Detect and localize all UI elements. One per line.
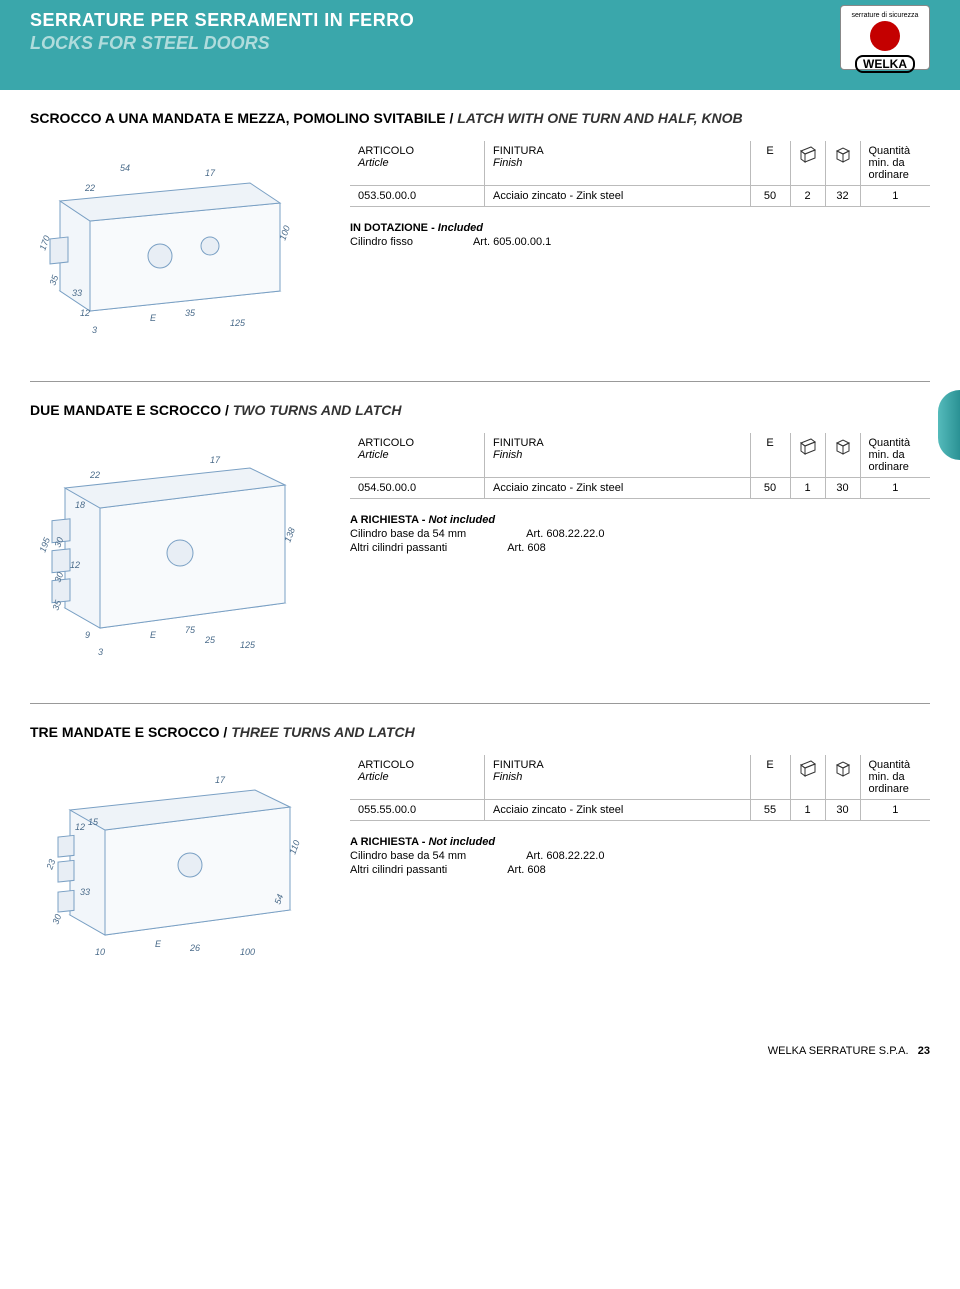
svg-text:E: E — [150, 630, 157, 640]
logo-circle-icon — [870, 21, 900, 51]
divider — [30, 381, 930, 382]
header-band: SERRATURE PER SERRAMENTI IN FERRO LOCKS … — [0, 0, 960, 90]
svg-text:30: 30 — [50, 913, 63, 926]
section-1-diagram: 54 17 22 100 170 33 35 E 35 125 3 12 — [30, 141, 330, 341]
rect-icon — [799, 437, 817, 455]
section-3-table: ARTICOLOArticle FINITURAFinish E Quantit… — [350, 755, 930, 821]
svg-text:12: 12 — [75, 822, 85, 832]
rect-icon — [799, 759, 817, 777]
section-3-notes: A RICHIESTA - Not included Cilindro base… — [350, 836, 930, 876]
svg-text:125: 125 — [230, 318, 246, 328]
svg-text:3: 3 — [92, 325, 97, 335]
svg-text:E: E — [155, 939, 162, 949]
box-icon — [834, 759, 852, 777]
section-3-block: 17 110 12 15 23 33 54 30 E 26 10 100 A — [30, 755, 930, 965]
svg-text:75: 75 — [185, 625, 196, 635]
section-2-table: ARTICOLOArticle FINITURAFinish E Quantit… — [350, 433, 930, 499]
svg-text:12: 12 — [80, 308, 90, 318]
svg-text:9: 9 — [85, 630, 90, 640]
svg-text:17: 17 — [215, 775, 226, 785]
section-1-table: ARTICOLOArticle FINITURAFinish E Quantit… — [350, 141, 930, 207]
section-3-diagram: 17 110 12 15 23 33 54 30 E 26 10 100 — [30, 755, 330, 965]
svg-text:195: 195 — [37, 535, 52, 553]
svg-text:15: 15 — [88, 817, 99, 827]
table-cell: 053.50.00.0 — [350, 186, 485, 207]
section-1-block: 54 17 22 100 170 33 35 E 35 125 3 12 A — [30, 141, 930, 341]
svg-text:22: 22 — [84, 183, 95, 193]
svg-text:22: 22 — [89, 470, 100, 480]
svg-text:3: 3 — [98, 647, 103, 657]
svg-text:54: 54 — [120, 163, 130, 173]
section-2-block: 17 22 18 138 195 30 12 30 35 E 75 25 125… — [30, 433, 930, 663]
svg-text:35: 35 — [47, 273, 60, 287]
page-body: SCROCCO A UNA MANDATA E MEZZA, POMOLINO … — [0, 90, 960, 1045]
section-2-diagram: 17 22 18 138 195 30 12 30 35 E 75 25 125… — [30, 433, 330, 663]
svg-text:100: 100 — [240, 947, 255, 957]
section-1-title: SCROCCO A UNA MANDATA E MEZZA, POMOLINO … — [30, 110, 930, 126]
svg-text:10: 10 — [95, 947, 105, 957]
svg-text:33: 33 — [72, 288, 82, 298]
svg-text:12: 12 — [70, 560, 80, 570]
rect-icon — [799, 145, 817, 163]
brand-logo: serrature di sicurezza WELKA — [840, 5, 930, 70]
section-2-title: DUE MANDATE E SCROCCO / TWO TURNS AND LA… — [30, 402, 930, 418]
svg-text:E: E — [150, 313, 157, 323]
page-footer: WELKA SERRATURE S.P.A. 23 — [0, 1045, 960, 1077]
svg-text:35: 35 — [185, 308, 196, 318]
divider — [30, 703, 930, 704]
section-3-title: TRE MANDATE E SCROCCO / THREE TURNS AND … — [30, 724, 930, 740]
svg-text:25: 25 — [204, 635, 216, 645]
svg-text:23: 23 — [44, 858, 57, 872]
svg-text:125: 125 — [240, 640, 256, 650]
header-title-it: SERRATURE PER SERRAMENTI IN FERRO — [30, 10, 930, 31]
svg-text:26: 26 — [189, 943, 200, 953]
svg-text:33: 33 — [80, 887, 90, 897]
svg-text:17: 17 — [205, 168, 216, 178]
box-icon — [834, 437, 852, 455]
header-title-en: LOCKS FOR STEEL DOORS — [30, 33, 930, 54]
svg-text:17: 17 — [210, 455, 221, 465]
svg-text:18: 18 — [75, 500, 85, 510]
box-icon — [834, 145, 852, 163]
section-2-notes: A RICHIESTA - Not included Cilindro base… — [350, 514, 930, 554]
section-1-notes: IN DOTAZIONE - Included Cilindro fissoAr… — [350, 222, 930, 248]
side-tab-decor — [938, 390, 960, 460]
